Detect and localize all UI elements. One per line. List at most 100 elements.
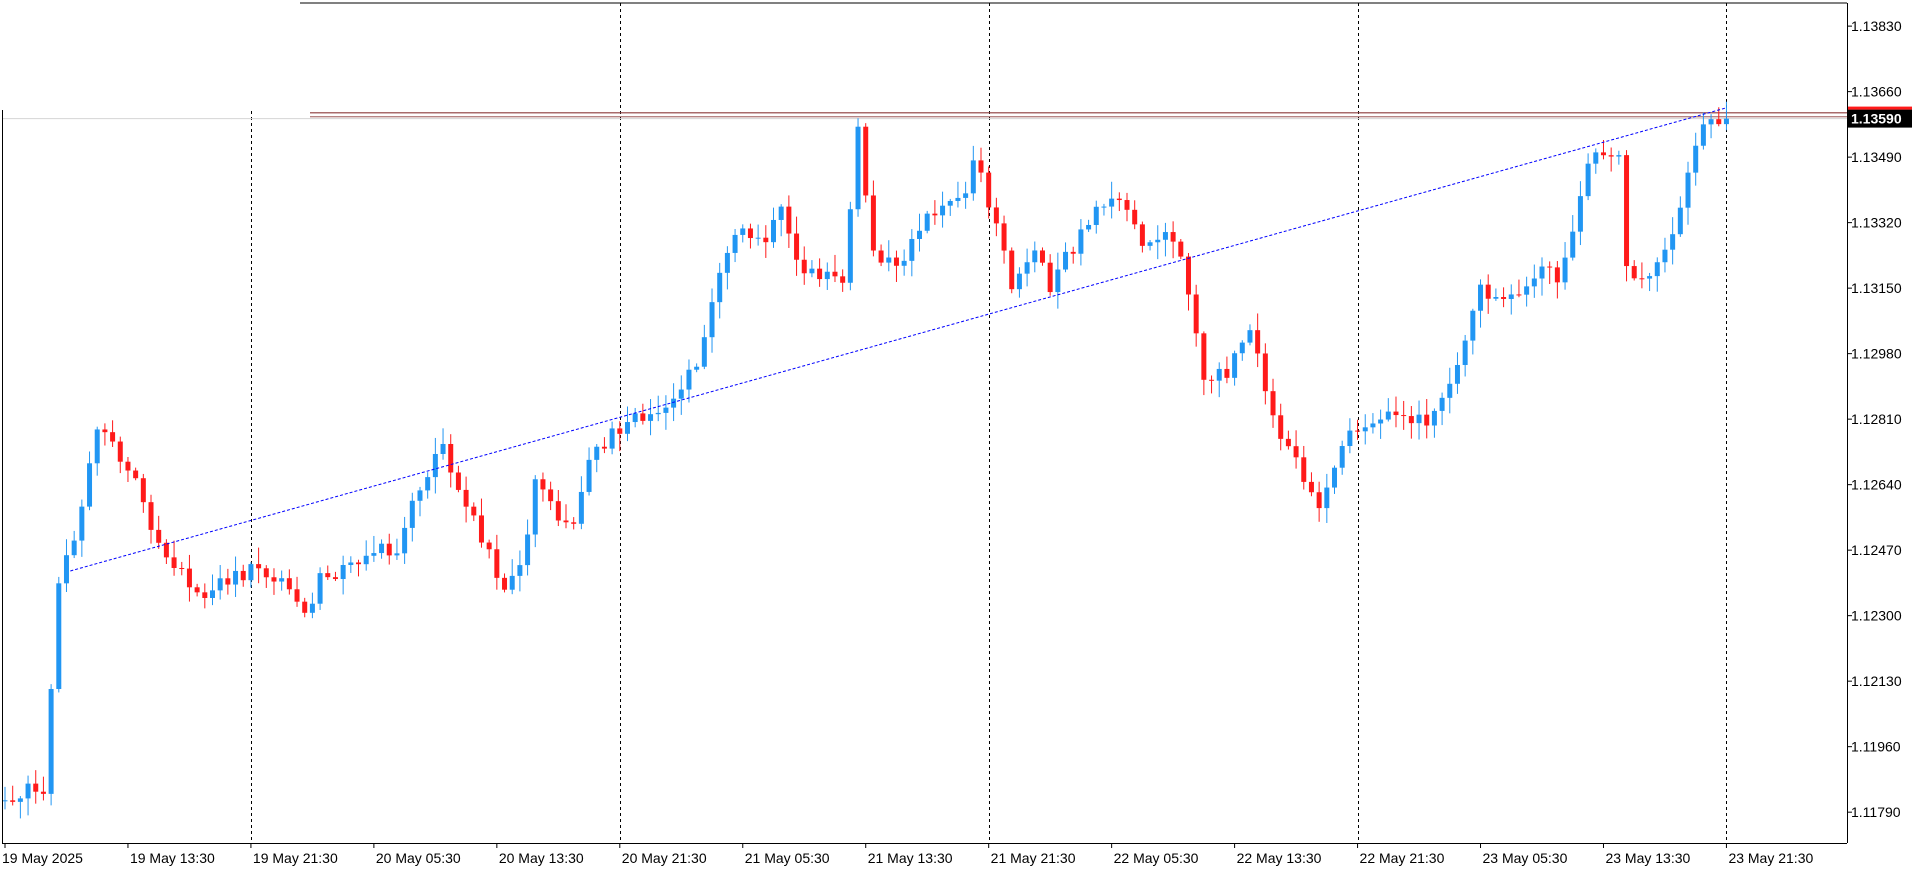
candle[interactable] <box>117 436 123 474</box>
candle[interactable] <box>10 785 16 806</box>
candle[interactable] <box>655 395 661 422</box>
candle[interactable] <box>1462 334 1468 377</box>
candle[interactable] <box>309 592 315 619</box>
candle[interactable] <box>709 288 715 353</box>
candle[interactable] <box>786 195 792 248</box>
candle[interactable] <box>1155 225 1161 260</box>
candle[interactable] <box>486 539 492 559</box>
candle[interactable] <box>1024 248 1030 287</box>
candle[interactable] <box>1347 418 1353 454</box>
candle[interactable] <box>1524 276 1530 307</box>
candle[interactable] <box>1531 264 1537 298</box>
candles[interactable] <box>2 101 1729 819</box>
candle[interactable] <box>794 216 800 276</box>
candle[interactable] <box>763 225 769 258</box>
candle[interactable] <box>79 499 85 557</box>
candle[interactable] <box>1600 139 1606 160</box>
candle[interactable] <box>1485 274 1491 314</box>
candle[interactable] <box>1224 356 1230 384</box>
candle[interactable] <box>594 444 600 473</box>
candle[interactable] <box>179 561 185 576</box>
candle[interactable] <box>102 423 108 446</box>
candle[interactable] <box>148 494 154 544</box>
candle[interactable] <box>740 224 746 243</box>
candle[interactable] <box>947 198 953 216</box>
candle[interactable] <box>509 559 515 595</box>
candle[interactable] <box>156 515 162 549</box>
candle[interactable] <box>909 229 915 277</box>
candle[interactable] <box>1570 215 1576 261</box>
candle[interactable] <box>87 451 93 511</box>
candle[interactable] <box>2 786 8 810</box>
candle[interactable] <box>732 229 738 263</box>
candle[interactable] <box>986 166 992 219</box>
candle[interactable] <box>263 565 269 588</box>
candle[interactable] <box>1301 445 1307 490</box>
candle[interactable] <box>924 210 930 234</box>
candle[interactable] <box>1078 219 1084 266</box>
candle[interactable] <box>1101 203 1107 216</box>
candle[interactable] <box>1677 196 1683 237</box>
candle[interactable] <box>1285 430 1291 450</box>
candle[interactable] <box>1132 200 1138 230</box>
candle[interactable] <box>1478 279 1484 328</box>
candle[interactable] <box>209 574 215 606</box>
candle[interactable] <box>809 260 815 278</box>
candle[interactable] <box>1270 378 1276 428</box>
candle[interactable] <box>755 224 761 246</box>
candle[interactable] <box>1308 472 1314 497</box>
candle[interactable] <box>1408 406 1414 439</box>
candle[interactable] <box>747 223 753 249</box>
candle[interactable] <box>1424 399 1430 439</box>
candle[interactable] <box>1585 153 1591 201</box>
candle[interactable] <box>632 407 638 428</box>
candle[interactable] <box>478 498 484 548</box>
candle[interactable] <box>48 684 54 806</box>
candle[interactable] <box>71 530 77 559</box>
candle[interactable] <box>824 262 830 290</box>
candle[interactable] <box>440 428 446 460</box>
candle[interactable] <box>1293 430 1299 469</box>
trendline[interactable] <box>70 107 1727 572</box>
candle[interactable] <box>1086 219 1092 232</box>
candle[interactable] <box>240 564 246 587</box>
candle[interactable] <box>870 180 876 257</box>
candle[interactable] <box>1063 242 1069 273</box>
candle[interactable] <box>348 556 354 573</box>
candle[interactable] <box>1662 237 1668 273</box>
candle[interactable] <box>1516 279 1522 298</box>
candle[interactable] <box>555 489 561 527</box>
candle[interactable] <box>1447 367 1453 414</box>
candle[interactable] <box>1016 267 1022 298</box>
candle[interactable] <box>694 363 700 373</box>
candle[interactable] <box>1316 481 1322 522</box>
candle[interactable] <box>386 533 392 565</box>
candle[interactable] <box>1562 242 1568 290</box>
candle[interactable] <box>1324 473 1330 523</box>
candle[interactable] <box>1070 246 1076 264</box>
candle[interactable] <box>494 534 500 590</box>
candle[interactable] <box>832 254 838 283</box>
candle[interactable] <box>1216 362 1222 398</box>
candle[interactable] <box>1178 239 1184 260</box>
candle[interactable] <box>1355 419 1361 440</box>
candle[interactable] <box>256 547 262 584</box>
candle[interactable] <box>1608 147 1614 172</box>
candle[interactable] <box>1362 414 1368 445</box>
candle[interactable] <box>1332 465 1338 494</box>
candle[interactable] <box>225 568 231 595</box>
candle[interactable] <box>686 359 692 403</box>
candle[interactable] <box>1508 284 1514 315</box>
candle[interactable] <box>640 403 646 425</box>
candle[interactable] <box>540 472 546 502</box>
candle[interactable] <box>1654 257 1660 292</box>
candle[interactable] <box>601 437 607 454</box>
candle[interactable] <box>571 517 577 530</box>
candle[interactable] <box>1109 181 1115 219</box>
candle[interactable] <box>194 583 200 597</box>
candle[interactable] <box>1370 413 1376 434</box>
candle[interactable] <box>517 550 523 592</box>
candle[interactable] <box>578 476 584 530</box>
